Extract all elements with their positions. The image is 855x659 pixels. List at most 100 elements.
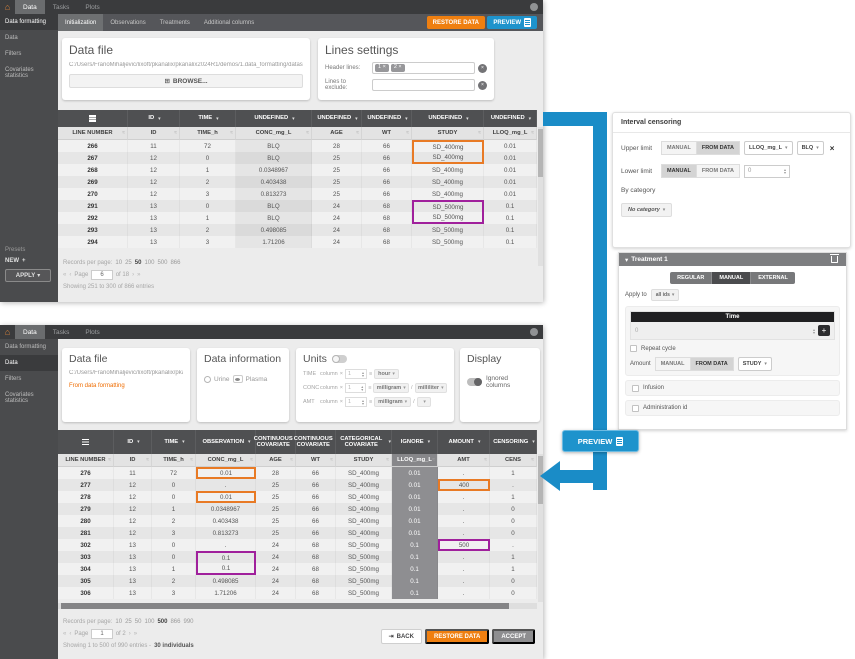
column-header-id[interactable]: ID ≈ [114, 454, 152, 467]
spinner-icon[interactable] [784, 168, 786, 174]
browse-button[interactable]: ⊞ BROWSE... [69, 74, 303, 88]
upper-value-select[interactable]: BLQ ▾ [796, 141, 824, 155]
sidebar-item-covariates-statistics[interactable]: Covariates statistics [5, 67, 34, 79]
repeat-cycle-checkbox[interactable] [630, 345, 637, 352]
lower-limit-input[interactable]: 0 [744, 164, 791, 178]
lower-from-data-button[interactable]: FROM DATA [696, 164, 741, 178]
home-icon[interactable]: ⌂ [4, 2, 11, 12]
units-toggle[interactable] [331, 355, 347, 363]
group-header-continuous-covariate[interactable]: CONTINUOUS COVARIATE▾ [254, 430, 299, 454]
sidebar-item-data[interactable]: Data [0, 355, 58, 371]
column-header-cens[interactable]: CENS ≈ [490, 454, 537, 467]
sidebar-item-data-formatting[interactable]: Data formatting [0, 14, 58, 30]
preview-button[interactable]: PREVIEW [487, 16, 537, 29]
table-row[interactable]: 266 11 72 BLQ 28 66 SD_400mg 0.01 [58, 140, 537, 152]
group-header-ignore[interactable]: IGNORE ▾ [392, 430, 438, 454]
subtab-additional-columns[interactable]: Additional columns [203, 19, 255, 26]
upper-manual-button[interactable]: MANUAL [661, 141, 697, 155]
table-row[interactable]: 294 13 3 1.71206 24 68 SD_500mg 0.1 [58, 236, 537, 248]
infusion-checkbox[interactable] [632, 384, 639, 392]
clear-icon[interactable]: × [478, 80, 487, 90]
group-header-amount[interactable]: AMOUNT ▾ [438, 430, 490, 454]
records-option[interactable]: 50 [134, 619, 142, 625]
column-header-line-number[interactable]: LINE NUMBER ≈ [58, 454, 114, 467]
close-icon[interactable]: × [829, 143, 835, 153]
unit-multiplier-input[interactable]: 1 [344, 369, 367, 379]
amount-study-select[interactable]: STUDY ▾ [737, 357, 772, 371]
radio-plasma[interactable] [232, 375, 243, 383]
subtab-treatments[interactable]: Treatments [159, 19, 190, 26]
restore-data-button[interactable]: RESTORE DATA [424, 629, 490, 644]
column-header-time-h[interactable]: TIME_h ≈ [152, 454, 196, 467]
top-tab-tasks[interactable]: Tasks [52, 3, 70, 11]
restore-data-button[interactable]: RESTORE DATA [426, 16, 485, 29]
table-row[interactable]: 304 13 1 0.1 24 68 SD_500mg 0.1. 1 [58, 563, 537, 575]
table-row[interactable]: 276 11 72 0.01 28 66 SD_400mg 0.01. 1 [58, 467, 537, 479]
horizontal-scrollbar[interactable] [58, 603, 537, 609]
radio-urine[interactable] [204, 375, 211, 383]
unit-select[interactable]: hour ▾ [374, 369, 399, 379]
unit-multiplier-input[interactable]: 1 [344, 397, 367, 407]
mode-manual[interactable]: MANUAL [712, 272, 752, 284]
column-header-id[interactable]: ID ≈ [128, 127, 180, 140]
group-header-censoring[interactable]: CENSORING ▾ [490, 430, 537, 454]
group-header-undefined[interactable]: UNDEFINED ▾ [412, 110, 484, 127]
group-header-undefined[interactable]: UNDEFINED ▾ [484, 110, 537, 127]
unit-select[interactable]: milligram ▾ [373, 383, 410, 393]
group-header-undefined[interactable]: UNDEFINED ▾ [236, 110, 312, 127]
previous-page-button[interactable]: ‹ [69, 631, 72, 637]
top-tab-data[interactable]: Data [15, 325, 45, 339]
table-row[interactable]: 281 12 3 0.813273 25 66 SD_400mg 0.01. 0 [58, 527, 537, 539]
records-option[interactable]: 866 [170, 619, 181, 625]
group-header-categorical-covariate[interactable]: CATEGORICAL COVARIATE ▾ [336, 430, 392, 454]
preview-flow-button[interactable]: PREVIEW [562, 430, 639, 452]
column-header-age[interactable]: AGE ≈ [312, 127, 362, 140]
group-header-time[interactable]: TIME ▾ [180, 110, 236, 127]
mode-regular[interactable]: REGULAR [670, 272, 713, 284]
sidebar-item-data[interactable]: Data [5, 35, 18, 41]
column-header-study[interactable]: STUDY ≈ [336, 454, 392, 467]
table-row[interactable]: 269 12 2 0.403438 25 66 SD_400mg 0.01 [58, 176, 537, 188]
spinner-icon[interactable] [362, 399, 364, 405]
group-header-menu[interactable] [58, 110, 128, 127]
top-tab-tasks[interactable]: Tasks [52, 328, 70, 336]
header-line-chip[interactable]: 2 × [390, 64, 405, 72]
spinner-icon[interactable] [813, 328, 815, 334]
column-header-conc-mg-l[interactable]: CONC_mg_L ≈ [196, 454, 256, 467]
table-row[interactable]: 293 13 2 0.498085 24 68 SD_500mg 0.1 [58, 224, 537, 236]
records-option[interactable]: 10 [115, 619, 123, 625]
apply-to-select[interactable]: all ids ▾ [650, 289, 680, 301]
table-row[interactable]: 279 12 1 0.0348967 25 66 SD_400mg 0.01. 0 [58, 503, 537, 515]
table-row[interactable]: 305 13 2 0.498085 24 68 SD_500mg 0.1. 0 [58, 575, 537, 587]
trash-icon[interactable] [830, 253, 839, 263]
table-row[interactable]: 302 13 0. 24 68 SD_500mg 0.1 500. [58, 539, 537, 551]
column-header-lloq-mg-l[interactable]: LLOQ_mg_L ≈ [392, 454, 438, 467]
category-select[interactable]: No category ▾ [621, 203, 673, 217]
accept-button[interactable]: ACCEPT [492, 629, 535, 644]
records-option[interactable]: 500 [157, 619, 168, 625]
amount-manual-button[interactable]: MANUAL [654, 357, 691, 371]
sidebar-item-filters[interactable]: Filters [5, 376, 22, 382]
amount-from-data-button[interactable]: FROM DATA [690, 357, 734, 371]
home-icon[interactable]: ⌂ [4, 327, 11, 337]
table-row[interactable]: 303 13 0 0.1 24 68 SD_500mg 0.1. 1 [58, 551, 537, 563]
unit-select[interactable]: milligram ▾ [374, 397, 412, 407]
lower-manual-button[interactable]: MANUAL [661, 164, 697, 178]
top-tab-plots[interactable]: Plots [85, 3, 100, 11]
column-header-time-h[interactable]: TIME_h ≈ [180, 127, 236, 140]
add-time-button[interactable]: + [818, 325, 830, 336]
group-header-undefined[interactable]: UNDEFINED ▾ [312, 110, 362, 127]
ignored-columns-toggle[interactable] [467, 378, 482, 386]
table-row[interactable]: 267 12 0 BLQ 25 66 SD_400mg 0.01 [58, 152, 537, 164]
records-option[interactable]: 100 [144, 619, 155, 625]
table-row[interactable]: 292 13 1 BLQ 24 68 SD_500mg 0.1 [58, 212, 537, 224]
group-header-id[interactable]: ID ▾ [114, 430, 152, 454]
spinner-icon[interactable] [362, 371, 364, 377]
table-row[interactable]: 270 12 3 0.813273 25 66 SD_400mg 0.01 [58, 188, 537, 200]
clear-icon[interactable]: × [478, 63, 487, 73]
records-option[interactable]: 990 [183, 619, 194, 625]
last-page-button[interactable]: » [137, 272, 141, 278]
records-option[interactable]: 50 [134, 260, 142, 266]
column-header-lloq-mg-l[interactable]: LLOQ_mg_L ≈ [484, 127, 537, 140]
unit-select[interactable]: ▾ [416, 397, 431, 407]
